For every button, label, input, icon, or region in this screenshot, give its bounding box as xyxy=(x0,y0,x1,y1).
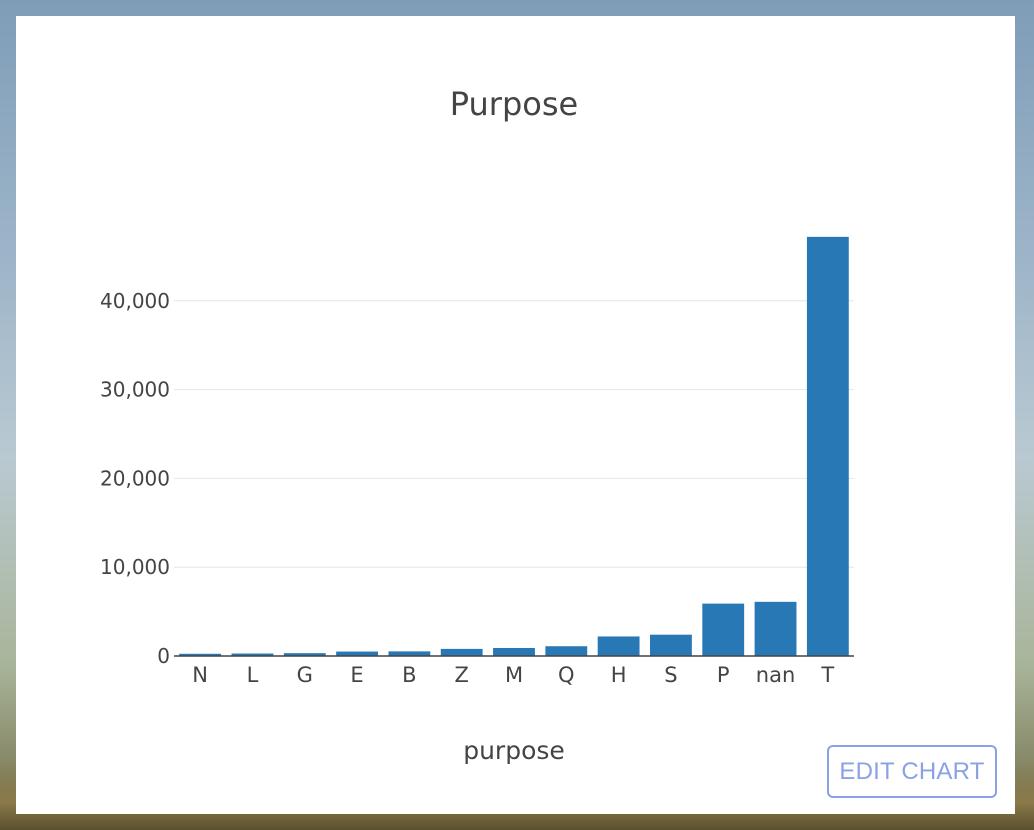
edit-chart-button[interactable]: EDIT CHART xyxy=(827,745,997,798)
x-tick-label: N xyxy=(192,663,208,687)
y-tick-label: 0 xyxy=(157,644,170,668)
bar-M[interactable] xyxy=(493,648,535,656)
y-tick-label: 20,000 xyxy=(100,466,170,490)
bar-N[interactable] xyxy=(179,653,222,656)
bar-S[interactable] xyxy=(650,634,692,656)
x-tick-label: P xyxy=(717,663,730,687)
bar-chart: Purpose 0 10,000 20,000 30,000 40,000 N L G E B Z… xyxy=(100,85,854,765)
bar-T[interactable] xyxy=(806,236,849,656)
chart-title: Purpose xyxy=(450,85,578,123)
x-tick-label: S xyxy=(664,663,677,687)
bar-P[interactable] xyxy=(702,603,745,656)
grid-lines xyxy=(174,300,854,568)
x-tick-label: H xyxy=(611,663,627,687)
bar-nan[interactable] xyxy=(754,601,797,656)
x-tick-label: B xyxy=(402,663,416,687)
x-tick-label: L xyxy=(247,663,259,687)
x-tick-label: M xyxy=(505,663,523,687)
bar-H[interactable] xyxy=(597,636,640,656)
bars xyxy=(179,236,849,656)
x-tick-label: G xyxy=(297,663,313,687)
y-axis-ticks: 0 10,000 20,000 30,000 40,000 xyxy=(100,289,170,668)
x-tick-label: E xyxy=(350,663,363,687)
x-tick-label: Q xyxy=(558,663,575,687)
bar-Z[interactable] xyxy=(440,648,483,656)
y-tick-label: 30,000 xyxy=(100,378,170,402)
bar-L[interactable] xyxy=(231,653,274,656)
bar-G[interactable] xyxy=(283,653,326,656)
x-axis-label: purpose xyxy=(463,736,565,765)
bar-Q[interactable] xyxy=(545,646,588,656)
bar-E[interactable] xyxy=(336,651,378,656)
chart-panel: Purpose 0 10,000 20,000 30,000 40,000 N L G E B Z… xyxy=(16,16,1015,814)
x-tick-label: nan xyxy=(756,663,796,687)
y-tick-label: 40,000 xyxy=(100,289,170,313)
bar-B[interactable] xyxy=(388,651,431,656)
y-tick-label: 10,000 xyxy=(100,555,170,579)
x-tick-label: T xyxy=(820,663,834,687)
x-tick-label: Z xyxy=(454,663,468,687)
